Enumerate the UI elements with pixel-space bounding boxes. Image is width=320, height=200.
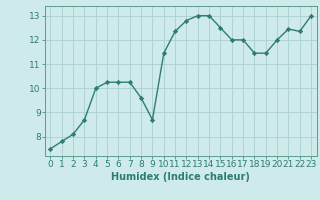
X-axis label: Humidex (Indice chaleur): Humidex (Indice chaleur) — [111, 172, 250, 182]
